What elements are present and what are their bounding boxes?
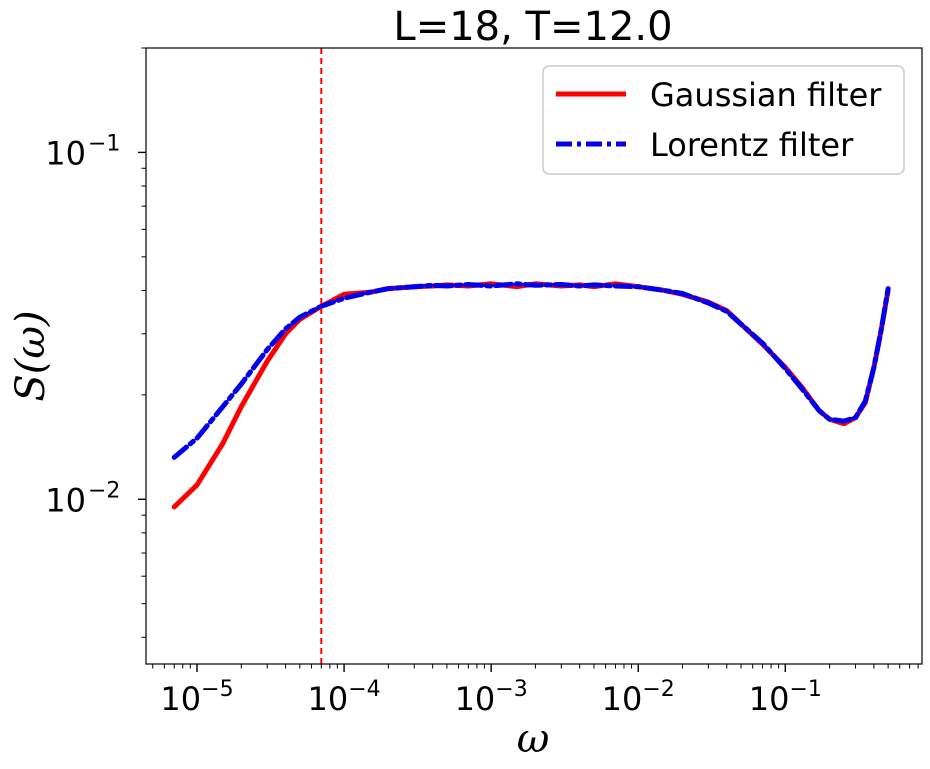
chart-title: L=18, T=12.0 xyxy=(393,4,672,50)
x-tick-label-exp: −2 xyxy=(642,677,674,702)
y-axis-label: S(ω) xyxy=(8,310,54,401)
x-tick-label-base: 10 xyxy=(455,680,496,718)
series-line-0 xyxy=(171,281,891,510)
y-axis: 10−210−1 xyxy=(45,47,146,638)
x-tick-label: 10−2 xyxy=(602,677,675,718)
series-line-1 xyxy=(171,281,891,460)
x-tick-label: 10−3 xyxy=(455,677,528,718)
x-tick-label-base: 10 xyxy=(308,680,349,718)
plot-frame xyxy=(145,47,923,665)
x-tick-label: 10−1 xyxy=(749,677,822,718)
legend-box xyxy=(542,65,905,175)
x-tick-label-exp: −4 xyxy=(348,677,380,702)
legend-label-lorentz: Lorentz filter xyxy=(650,126,854,164)
legend: Gaussian filter Lorentz filter xyxy=(542,65,905,175)
y-tick-label-base: 10 xyxy=(45,134,86,172)
x-tick-label-base: 10 xyxy=(160,680,201,718)
x-axis-label: ω xyxy=(517,716,550,762)
y-tick-label-exp: −2 xyxy=(88,478,120,503)
series-layer xyxy=(171,281,891,510)
y-tick-label: 10 xyxy=(45,481,86,519)
y-tick-label: 10 xyxy=(45,134,86,172)
x-tick-label-exp: −5 xyxy=(201,677,233,702)
x-tick-label: 10−4 xyxy=(308,677,381,718)
y-tick-label-base: 10 xyxy=(45,481,86,519)
legend-label-gaussian: Gaussian filter xyxy=(650,76,882,114)
y-tick-label-exp: −1 xyxy=(88,131,120,156)
x-tick-label-base: 10 xyxy=(602,680,643,718)
x-tick-label: 10−5 xyxy=(160,677,233,718)
x-tick-label-exp: −3 xyxy=(495,677,527,702)
x-tick-label-exp: −1 xyxy=(789,677,821,702)
x-axis: 10−5 10−4 10−3 10−2 10−1 xyxy=(152,664,919,718)
x-tick-label-base: 10 xyxy=(749,680,790,718)
